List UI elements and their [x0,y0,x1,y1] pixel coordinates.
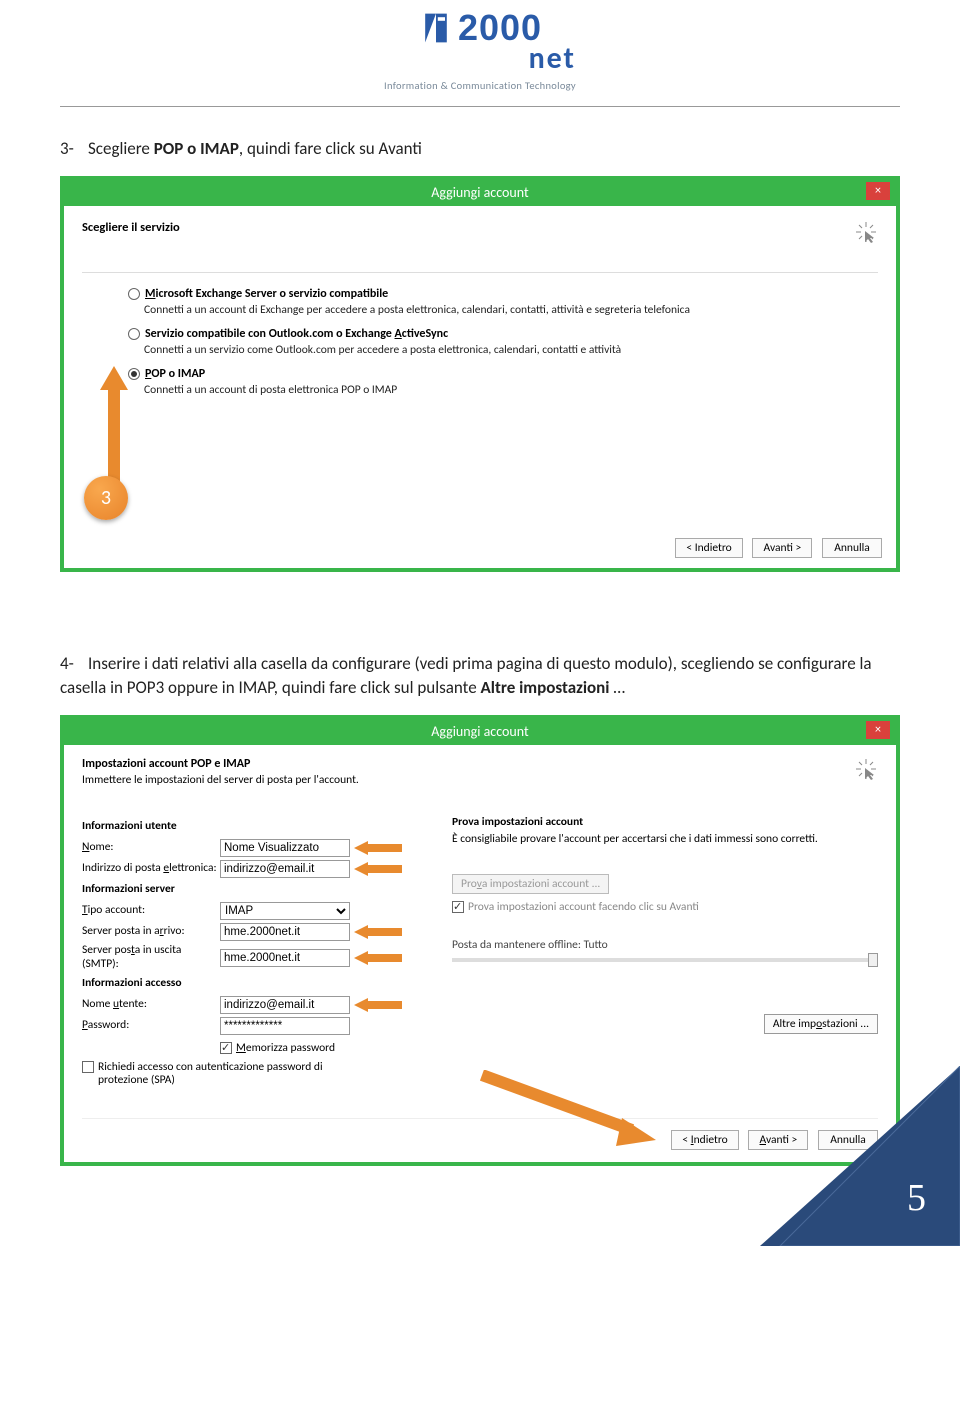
offline-slider[interactable] [452,958,878,962]
label-email: Indirizzo di posta elettronica: [82,862,220,876]
close-button[interactable]: × [866,721,890,739]
back-button[interactable]: < Indietro [671,1130,738,1150]
cursor-icon [854,757,878,781]
radio-activesync[interactable]: Servizio compatibile con Outlook.com o E… [128,327,878,341]
name-input[interactable] [220,839,350,857]
label-outgoing: Server posta in uscita (SMTP): [82,944,220,972]
annotation-arrow-icon [354,925,402,939]
logo-mark-icon [418,10,454,46]
page-number: 5 [907,1176,926,1220]
email-input[interactable] [220,860,350,878]
checkbox-icon [82,1061,94,1073]
annotation-arrow-icon [354,862,402,876]
dialog-titlebar: Aggiungi account × [64,180,896,206]
page-corner: 5 [760,1066,960,1246]
next-button[interactable]: Avanti > [752,538,812,558]
dialog-heading: Impostazioni account POP e IMAP [82,757,359,771]
label-password: Password: [82,1019,220,1033]
spa-checkbox[interactable]: Richiedi accesso con autenticazione pass… [82,1061,402,1089]
label-incoming: Server posta in arrivo: [82,925,220,939]
label-name: Nome: [82,841,220,855]
incoming-server-input[interactable] [220,923,350,941]
annotation-arrow-icon [354,841,402,855]
radio-exchange-desc: Connetti a un account di Exchange per ac… [144,303,878,317]
logo-tagline: Information & Communication Technology [384,79,576,92]
section-user-info: Informazioni utente [82,819,402,833]
more-settings-button[interactable]: Altre impostazioni ... [764,1014,878,1034]
section-login-info: Informazioni accesso [82,976,402,990]
slider-thumb[interactable] [868,953,878,967]
username-input[interactable] [220,996,350,1014]
test-account-desc: È consigliabile provare l'account per ac… [452,832,878,846]
dialog-title: Aggiungi account [431,723,528,740]
step-3-text: 3-Scegliere POP o IMAP, quindi fare clic… [60,137,900,162]
dialog-title: Aggiungi account [431,184,528,201]
outgoing-server-input[interactable] [220,949,350,967]
dialog-titlebar: Aggiungi account × [64,719,896,745]
close-button[interactable]: × [866,182,890,200]
section-test-account: Prova impostazioni account [452,815,878,829]
remember-password-checkbox[interactable]: Memorizza password [220,1041,402,1055]
account-type-select[interactable]: IMAP [220,902,350,920]
dialog-add-account-service: Aggiungi account × Scegliere il servizio… [60,176,900,572]
radio-activesync-desc: Connetti a un servizio come Outlook.com … [144,343,878,357]
annotation-badge: 3 [84,476,128,520]
test-on-next-checkbox[interactable]: Prova impostazioni account facendo clic … [452,900,878,914]
section-server-info: Informazioni server [82,882,402,896]
radio-exchange[interactable]: Microsoft Exchange Server o servizio com… [128,287,878,301]
checkbox-icon [452,901,464,913]
radio-icon [128,328,140,340]
radio-pop-imap[interactable]: POP o IMAP [128,367,878,381]
radio-icon [128,288,140,300]
step-4-text: 4-Inserire i dati relativi alla casella … [60,652,900,701]
dialog-heading: Scegliere il servizio [82,220,180,235]
test-account-button[interactable]: Prova impostazioni account ... [452,874,609,894]
logo: 2000 net Information & Communication Tec… [384,10,576,92]
annotation-arrow-icon [354,998,402,1012]
checkbox-icon [220,1042,232,1054]
dialog-subheading: Immettere le impostazioni del server di … [82,773,359,787]
cursor-icon [854,220,878,244]
back-button[interactable]: < Indietro [675,538,742,558]
header-rule [60,106,900,107]
page-header: 2000 net Information & Communication Tec… [60,0,900,102]
label-account-type: Tipo account: [82,904,220,918]
radio-pop-imap-desc: Connetti a un account di posta elettroni… [144,383,878,397]
offline-label: Posta da mantenere offline: Tutto [452,938,878,952]
cancel-button[interactable]: Annulla [822,538,882,558]
annotation-arrow-icon [472,1070,662,1150]
label-username: Nome utente: [82,998,220,1012]
password-input[interactable] [220,1017,350,1035]
annotation-arrow-icon [354,951,402,965]
